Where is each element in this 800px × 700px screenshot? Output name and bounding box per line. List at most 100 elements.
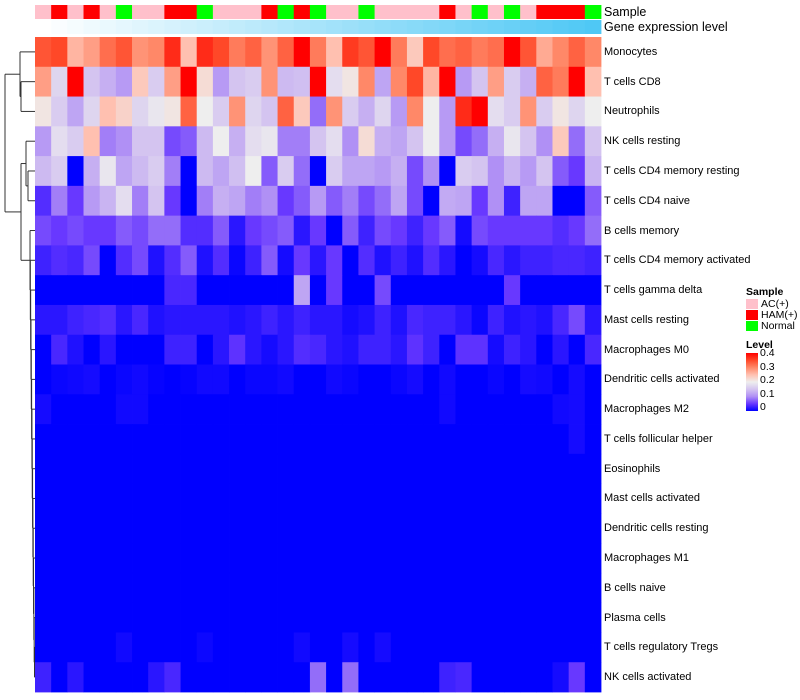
heatmap-cell	[326, 66, 343, 97]
heatmap-cell	[520, 543, 537, 574]
heatmap-cell	[99, 66, 117, 97]
heatmap-cell	[229, 245, 246, 276]
heatmap-cell	[35, 275, 52, 306]
heatmap-cell	[229, 96, 246, 127]
heatmap-cell	[423, 394, 440, 425]
heatmap-cell	[35, 543, 52, 574]
heatmap-cell	[358, 572, 375, 604]
sample-annotation-cell	[164, 5, 181, 19]
sample-annotation-cell	[406, 5, 424, 19]
heatmap-cell	[390, 572, 408, 604]
heatmap-cell	[83, 602, 101, 633]
heatmap-cell	[390, 394, 408, 425]
heatmap-cell	[390, 543, 408, 574]
sample-annotation-cell	[471, 5, 489, 19]
heatmap-cell	[245, 275, 262, 306]
heatmap-cell	[293, 424, 311, 455]
heatmap-cell	[309, 364, 327, 395]
heatmap-cell	[374, 513, 392, 544]
heatmap-cell	[245, 126, 262, 157]
sample-annotation-cell	[212, 5, 230, 19]
heatmap-cell	[439, 572, 456, 604]
heatmap-cell	[196, 483, 214, 514]
gene-expression-cell	[180, 20, 198, 34]
heatmap-cell	[115, 334, 133, 365]
heatmap-cell	[406, 304, 424, 336]
heatmap-cell	[293, 394, 311, 425]
heatmap-cell	[423, 245, 440, 276]
heatmap-cell	[277, 632, 295, 663]
heatmap-cell	[51, 424, 68, 455]
heatmap-cell	[245, 424, 262, 455]
heatmap-cell	[455, 185, 473, 217]
heatmap-cell	[439, 96, 456, 127]
heatmap-cell	[293, 185, 311, 217]
sample-annotation-cell	[196, 5, 214, 19]
heatmap-cell	[374, 424, 392, 455]
heatmap-cell	[180, 156, 198, 187]
heatmap-cell	[115, 632, 133, 663]
heatmap-cell	[132, 572, 149, 604]
heatmap-cell	[212, 185, 230, 217]
heatmap-cell	[35, 37, 52, 68]
heatmap-cell	[342, 602, 359, 633]
gene-expression-cell	[245, 20, 262, 34]
heatmap-cell	[51, 96, 68, 127]
heatmap-cell	[439, 424, 456, 455]
level-tick: 0.2	[760, 374, 775, 386]
heatmap-cell	[212, 572, 230, 604]
heatmap-cell	[406, 483, 424, 514]
heatmap-cell	[148, 126, 165, 157]
heatmap-cell	[471, 602, 489, 633]
heatmap-cell	[487, 483, 505, 514]
heatmap-cell	[277, 96, 295, 127]
heatmap-cell	[503, 304, 521, 336]
heatmap-cell	[180, 334, 198, 365]
heatmap-cell	[487, 37, 505, 68]
heatmap-cell	[212, 215, 230, 246]
heatmap-cell	[536, 96, 553, 127]
heatmap-cell	[471, 275, 489, 306]
heatmap-cell	[342, 364, 359, 395]
heatmap-cell	[358, 453, 375, 484]
heatmap-cell	[326, 424, 343, 455]
heatmap-cell	[374, 185, 392, 217]
heatmap-cell	[358, 37, 375, 68]
heatmap-cell	[293, 453, 311, 484]
heatmap-cell	[115, 185, 133, 217]
heatmap-cell	[390, 245, 408, 276]
heatmap-cell	[245, 37, 262, 68]
heatmap-cell	[358, 275, 375, 306]
heatmap-cell	[67, 185, 84, 217]
heatmap-cell	[552, 96, 570, 127]
heatmap-cell	[132, 424, 149, 455]
heatmap-cell	[67, 394, 84, 425]
heatmap-cell	[212, 632, 230, 663]
heatmap-cell	[536, 215, 553, 246]
heatmap-cell	[390, 156, 408, 187]
heatmap-cell	[358, 215, 375, 246]
heatmap-cell	[552, 275, 570, 306]
heatmap-cell	[326, 304, 343, 336]
legend-sample-title: Sample	[746, 286, 784, 298]
heatmap-cell	[342, 632, 359, 663]
heatmap-cell	[406, 424, 424, 455]
heatmap-cell	[487, 632, 505, 663]
heatmap-cell	[487, 453, 505, 484]
heatmap-cell	[584, 543, 602, 574]
heatmap-cell	[342, 156, 359, 187]
sample-annotation-cell	[229, 5, 246, 19]
heatmap-cell	[245, 304, 262, 336]
sample-annotation-bar	[35, 5, 602, 19]
heatmap-cell	[568, 364, 586, 395]
heatmap-cell	[35, 185, 52, 217]
heatmap-cell	[536, 483, 553, 514]
heatmap-cell	[277, 483, 295, 514]
heatmap-cell	[374, 364, 392, 395]
gene-expression-cell	[568, 20, 586, 34]
heatmap-cell	[520, 334, 537, 365]
heatmap-cell	[277, 37, 295, 68]
heatmap-cell	[212, 394, 230, 425]
heatmap-cell	[487, 96, 505, 127]
row-label: Dendritic cells activated	[604, 373, 720, 386]
